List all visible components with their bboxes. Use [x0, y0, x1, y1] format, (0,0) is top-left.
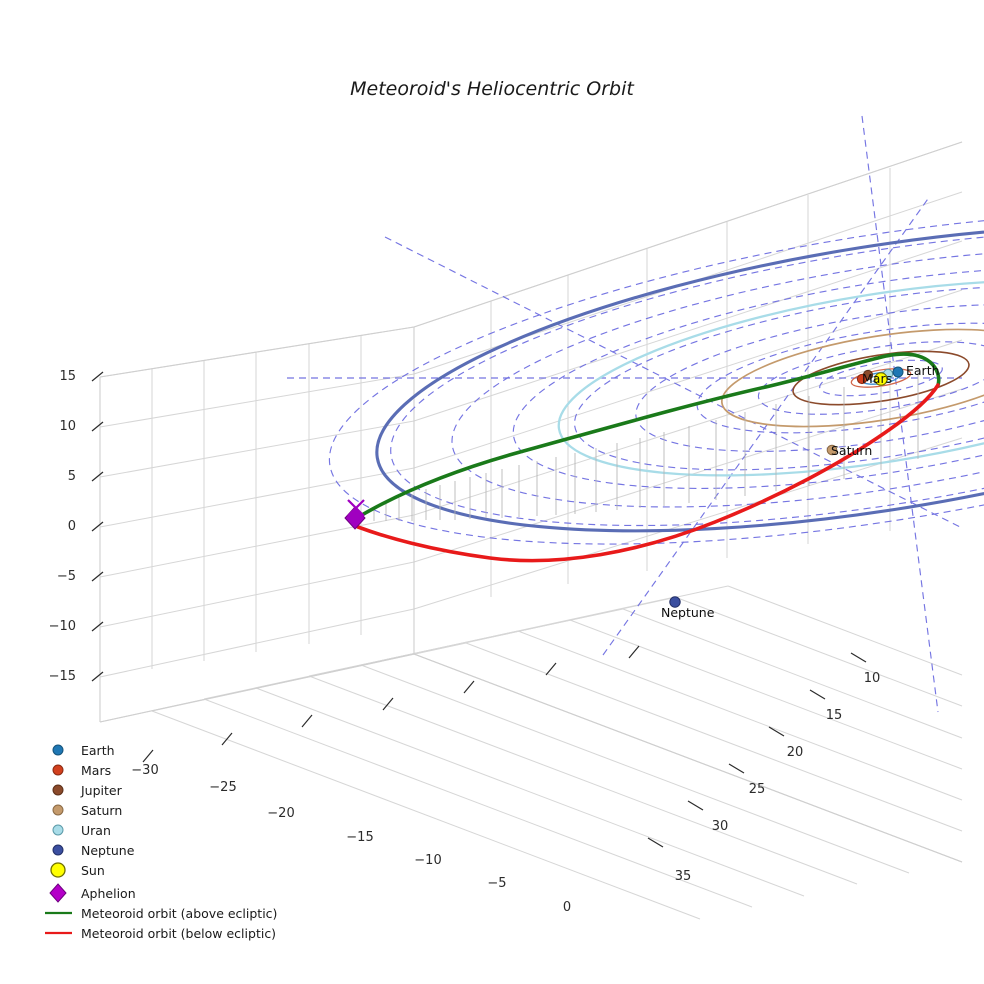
y-tick-label-5: 35 [675, 869, 692, 884]
z-axis: 15 10 5 0 −5 −10 −15 [49, 369, 104, 684]
z-tick-label-2: 5 [68, 469, 76, 484]
z-tick-label-6: −15 [49, 669, 76, 684]
mars-marker [856, 373, 868, 385]
legend[interactable]: Earth Mars Jupiter Saturn Uran Neptune S… [45, 743, 277, 941]
legend-label-mars: Mars [81, 763, 111, 778]
plot-markers [344, 366, 904, 608]
z-tick-label-1: 10 [59, 419, 76, 434]
saturn-label: Saturn [831, 443, 872, 458]
legend-label-earth: Earth [81, 743, 115, 758]
orbit-drop-stems [373, 370, 919, 521]
aphelion-marker [344, 499, 366, 530]
legend-marker-mars [52, 764, 64, 776]
saturn-orbit-line [720, 328, 984, 428]
x-tickmarks [142, 645, 640, 763]
legend-marker-uran [52, 824, 64, 836]
x-tick-label-0: −30 [131, 763, 158, 778]
polar-grid-dashed [287, 115, 984, 713]
point-annotations: Earth Mars Saturn Neptune [661, 363, 940, 620]
y-tick-label-1: 15 [826, 708, 843, 723]
meteoroid-orbit-below-ecliptic [349, 383, 940, 563]
legend-marker-sun [50, 862, 66, 878]
axes-box-edges [99, 141, 963, 863]
z-tick-label-3: 0 [68, 519, 76, 534]
left-wall-grid [99, 326, 415, 678]
sun-marker [874, 372, 888, 386]
legend-marker-earth [52, 744, 64, 756]
floor-grid [99, 585, 963, 920]
legend-label-orbit-below: Meteoroid orbit (below ecliptic) [81, 926, 276, 941]
legend-marker-neptune [52, 844, 64, 856]
legend-label-orbit-above: Meteoroid orbit (above ecliptic) [81, 906, 277, 921]
legend-label-saturn: Saturn [81, 803, 122, 818]
x-tick-label-6: 0 [563, 900, 571, 915]
y-axis: 10 15 20 25 30 35 [647, 652, 881, 884]
y-tick-label-3: 25 [749, 782, 766, 797]
legend-label-uran: Uran [81, 823, 111, 838]
page-title: Meteoroid's Heliocentric Orbit [350, 78, 635, 100]
z-tickmarks [91, 371, 104, 682]
legend-marker-saturn [52, 804, 64, 816]
y-tick-label-0: 10 [864, 671, 881, 686]
x-tick-label-4: −10 [414, 853, 441, 868]
saturn-marker [826, 444, 838, 456]
jupiter-orbit-line [792, 350, 970, 406]
neptune-label: Neptune [661, 605, 715, 620]
legend-marker-jupiter [52, 784, 64, 796]
axes-panes [99, 141, 963, 920]
earth-marker [892, 366, 904, 378]
y-tick-label-4: 30 [712, 819, 729, 834]
x-tick-label-1: −25 [209, 780, 236, 795]
legend-label-sun: Sun [81, 863, 105, 878]
neptune-marker [669, 596, 681, 608]
z-tick-label-4: −5 [57, 569, 76, 584]
mars-orbit-line [850, 368, 912, 388]
legend-label-aphelion: Aphelion [81, 886, 136, 901]
legend-label-jupiter: Jupiter [80, 783, 123, 798]
x-tick-label-3: −15 [346, 830, 373, 845]
y-tick-label-2: 20 [787, 745, 804, 760]
legend-marker-aphelion [49, 883, 67, 903]
uranus-orbit-line [557, 279, 984, 477]
z-tick-label-5: −10 [49, 619, 76, 634]
y-tickmarks [647, 652, 867, 848]
z-tick-label-0: 15 [59, 369, 76, 384]
x-tick-label-5: −5 [487, 876, 506, 891]
x-axis: −30 −25 −20 −15 −10 −5 0 [131, 645, 640, 915]
meteoroid-orbit-above-ecliptic [353, 352, 941, 521]
neptune-orbit-line [375, 223, 984, 533]
earth-label: Earth [906, 363, 940, 378]
legend-label-neptune: Neptune [81, 843, 135, 858]
x-tick-label-2: −20 [267, 806, 294, 821]
mars-label: Mars [862, 371, 892, 386]
